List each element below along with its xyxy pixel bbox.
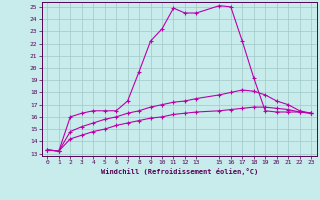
X-axis label: Windchill (Refroidissement éolien,°C): Windchill (Refroidissement éolien,°C) — [100, 168, 258, 175]
